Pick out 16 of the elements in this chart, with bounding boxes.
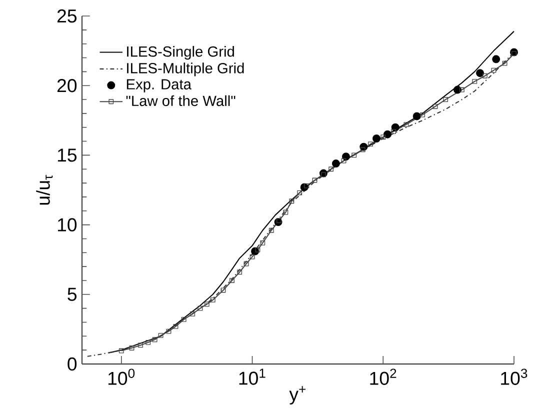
legend-label: ILES-Single Grid	[127, 46, 234, 60]
legend-label: ILES-Multiple Grid	[127, 62, 244, 76]
x-tick-label: 10$^{3}$	[501, 368, 528, 385]
x-tick-label: 10$^{2}$	[370, 368, 396, 385]
x-tick-label: 10$^{0}$	[108, 368, 135, 385]
x-axis-title: y$^{+}$	[289, 386, 306, 405]
legend-label: Exp. Data	[126, 79, 192, 92]
legend-label: "Law of the Wall"	[126, 95, 236, 106]
y-tick-label: 25	[57, 9, 77, 23]
x-tick-label: 10$^{1}$	[239, 368, 266, 385]
y-tick-label: 5	[68, 288, 77, 301]
y-tick-label: 20	[57, 78, 77, 92]
y-tick-label: 15	[58, 148, 77, 162]
y-axis-title: u/u$_{τ}$	[36, 174, 53, 205]
y-tick-label: 10	[58, 218, 77, 232]
y-tick-label: 0	[68, 357, 77, 371]
